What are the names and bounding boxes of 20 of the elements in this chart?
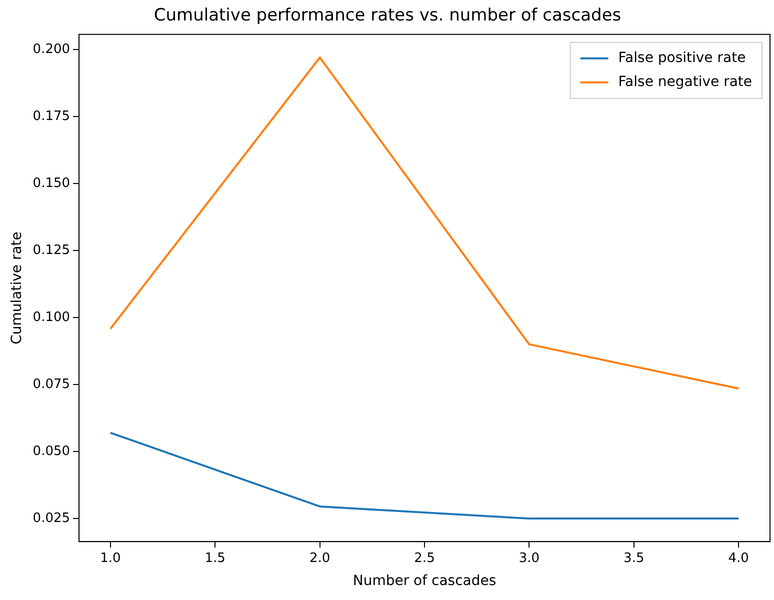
x-axis-title: Number of cascades [352, 573, 496, 590]
x-tick-label: 1.5 [204, 550, 226, 566]
y-tick-label: 0.175 [32, 108, 70, 124]
x-tick-label: 2.5 [414, 550, 435, 566]
y-axis-title: Cumulative rate [9, 232, 26, 344]
y-tick-label: 0.025 [32, 510, 70, 526]
y-tick-label: 0.125 [32, 242, 70, 258]
y-tick-label: 0.050 [32, 444, 70, 459]
y-tick-label: 0.100 [32, 310, 70, 325]
x-tick-label: 3.5 [624, 550, 644, 566]
legend-label: False negative rate [618, 74, 752, 90]
x-tick-label: 3.0 [518, 550, 540, 566]
y-tick-label: 0.200 [32, 42, 70, 57]
y-tick-label: 0.150 [32, 176, 70, 191]
chart-title: Cumulative performance rates vs. number of cascades [154, 6, 622, 26]
x-tick-label: 1.0 [100, 550, 121, 566]
legend-label: False positive rate [618, 50, 746, 66]
x-tick-label: 2.0 [309, 550, 330, 566]
y-tick-label: 0.075 [32, 376, 70, 392]
x-tick-label: 4.0 [728, 550, 749, 566]
